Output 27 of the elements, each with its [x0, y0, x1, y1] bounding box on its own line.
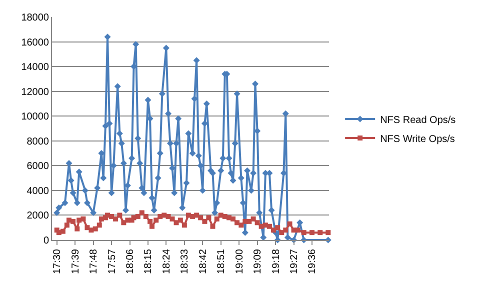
- x-tick-label: 18:06: [125, 248, 136, 274]
- y-tick-label: 10000: [21, 112, 50, 123]
- legend-label: NFS Read Ops/s: [380, 114, 456, 126]
- x-tick-label: 18:24: [161, 248, 172, 274]
- x-tick-label: 17:30: [52, 248, 64, 274]
- y-tick-label: 18000: [21, 12, 50, 24]
- x-tick-label: 19:18: [270, 248, 282, 274]
- x-tick-label: 18:15: [143, 248, 154, 274]
- y-tick-label: 4000: [26, 186, 50, 197]
- x-tick-label: 17:57: [106, 248, 118, 274]
- x-tick-label: 19:09: [252, 248, 264, 274]
- x-tick-label: 17:48: [88, 248, 100, 274]
- y-tick-label: 2000: [26, 210, 50, 222]
- x-tick-label: 19:36: [307, 248, 318, 274]
- y-tick-label: 6000: [26, 161, 50, 172]
- x-tick-label: 18:33: [180, 248, 191, 274]
- y-tick-label: 16000: [21, 37, 50, 48]
- x-tick-label: 19:27: [289, 248, 300, 274]
- x-tick-label: 18:42: [198, 248, 209, 274]
- x-tick-label: 18:51: [216, 248, 228, 274]
- x-tick-label: 19:00: [234, 248, 246, 274]
- legend-label: NFS Write Ops/s: [380, 134, 455, 145]
- y-tick-label: 14000: [21, 62, 50, 74]
- x-tick-label: 17:39: [70, 248, 82, 274]
- y-tick-label: 0: [43, 236, 50, 246]
- y-tick-label: 8000: [26, 136, 50, 148]
- y-tick-label: 12000: [21, 86, 50, 98]
